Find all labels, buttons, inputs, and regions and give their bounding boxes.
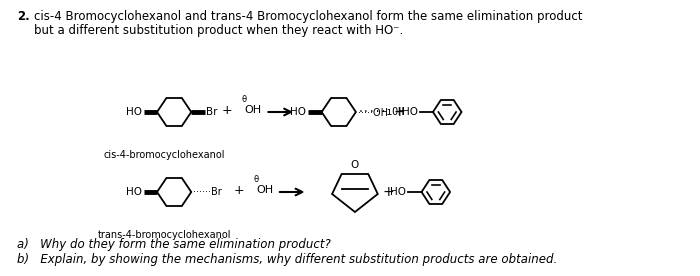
Text: 2.: 2. [17, 10, 30, 23]
Text: HO: HO [402, 107, 418, 117]
Text: θ: θ [242, 95, 247, 104]
Text: a)   Why do they form the same elimination product?: a) Why do they form the same elimination… [17, 238, 331, 251]
Text: OH: OH [244, 105, 262, 115]
Text: but a different substitution product when they react with HO⁻.: but a different substitution product whe… [34, 24, 403, 37]
Text: θ: θ [253, 175, 258, 184]
Text: ·····OH: ·····OH [358, 107, 388, 118]
Text: cis-4 Bromocyclohexanol and trans-4 Bromocyclohexanol form the same elimination : cis-4 Bromocyclohexanol and trans-4 Brom… [34, 10, 583, 23]
Text: cis-4-bromocyclohexanol: cis-4-bromocyclohexanol [104, 150, 225, 160]
Text: ·····ıOH: ·····ıOH [358, 107, 405, 117]
Text: +: + [382, 185, 394, 199]
Text: HO: HO [126, 187, 142, 197]
Text: HO: HO [290, 107, 307, 117]
Text: +: + [394, 105, 405, 119]
Text: +: + [234, 184, 244, 197]
Text: O: O [351, 160, 359, 170]
Text: OH: OH [256, 185, 273, 195]
Text: ······Br: ······Br [193, 187, 222, 197]
Text: b)   Explain, by showing the mechanisms, why different substitution products are: b) Explain, by showing the mechanisms, w… [17, 253, 557, 266]
Text: HO: HO [391, 187, 406, 197]
Text: +: + [222, 104, 232, 116]
Text: Br: Br [206, 107, 218, 117]
Text: trans-4-bromocyclohexanol: trans-4-bromocyclohexanol [98, 230, 232, 240]
Text: HO: HO [126, 107, 142, 117]
